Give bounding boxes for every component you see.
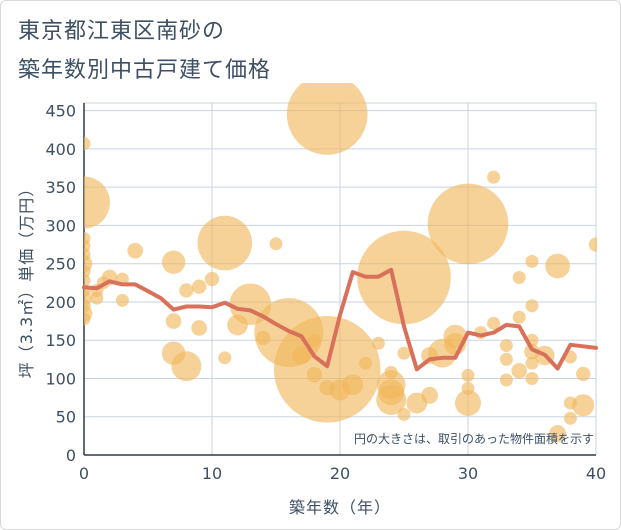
bubble-point <box>397 346 411 360</box>
chart-title: 東京都江東区南砂の 築年数別中古戸建て価格 <box>18 12 271 90</box>
bubble-point <box>499 339 513 353</box>
bubble-point <box>191 320 207 336</box>
x-tick-label: 0 <box>79 464 89 483</box>
bubble-point <box>461 368 475 382</box>
bubble-point <box>499 352 513 366</box>
bubble-point <box>127 242 143 259</box>
y-tick-label: 250 <box>45 255 76 274</box>
bubble-point <box>192 279 207 294</box>
bubble-point <box>161 250 186 274</box>
x-tick-label: 20 <box>330 464 350 483</box>
y-tick-label: 50 <box>56 408 76 427</box>
bubble-point <box>487 170 501 184</box>
bubble-point <box>545 253 570 279</box>
y-tick-label: 450 <box>45 102 76 121</box>
bubble-point <box>563 411 577 425</box>
bubbles <box>84 83 597 443</box>
x-tick-label: 10 <box>202 464 222 483</box>
bubble-point <box>84 274 91 288</box>
bubble-point <box>512 310 526 324</box>
bubble-point <box>549 425 567 443</box>
bubble-point <box>286 83 368 155</box>
title-line-2: 築年数別中古戸建て価格 <box>18 58 272 83</box>
bubble-point <box>572 394 595 417</box>
average-price-line <box>82 267 598 372</box>
bubble-point <box>371 336 385 350</box>
bubble-point <box>171 351 202 382</box>
x-axis-label: 築年数（年） <box>289 498 391 517</box>
title-line-1: 東京都江東区南砂の <box>18 19 226 44</box>
axes: 0 50 100 150 200 250 300 350 400 450 0 10 20 30 40 <box>45 102 606 483</box>
chart-note: 円の大きさは、取引のあった物件面積を示す <box>354 431 594 446</box>
bubble-point <box>499 373 513 387</box>
bubble-point <box>525 254 539 268</box>
y-tick-label: 300 <box>45 216 76 235</box>
bubble-point <box>487 316 501 330</box>
bubble-point <box>90 291 104 305</box>
bubble-point <box>525 356 539 370</box>
bubble-point <box>376 384 407 415</box>
bubble-point <box>588 237 597 252</box>
x-tick-label: 30 <box>458 464 478 483</box>
y-axis-label: 坪（3.3㎡）単価（万円） <box>17 180 36 378</box>
bubble-point <box>357 230 451 325</box>
y-tick-label: 100 <box>45 369 76 388</box>
bubble-point <box>359 356 373 370</box>
y-tick-label: 400 <box>45 140 76 159</box>
bubble-point <box>421 386 439 404</box>
bubble-point <box>511 363 527 379</box>
bubble-point <box>165 313 182 329</box>
y-tick-label: 0 <box>66 446 76 465</box>
bubble-point <box>179 283 194 298</box>
bubble-point <box>84 137 91 151</box>
bubble-point <box>427 183 509 265</box>
bubble-point <box>84 312 91 326</box>
bubble-point <box>576 366 591 382</box>
bubble-point <box>84 176 110 229</box>
y-tick-label: 350 <box>45 178 76 197</box>
bubble-point <box>197 215 253 271</box>
bubble-point <box>269 237 283 251</box>
bubble-point <box>273 315 381 423</box>
bubble-point <box>218 351 232 365</box>
bubble-point <box>342 374 364 395</box>
bubble-point <box>525 371 539 385</box>
bubble-point <box>455 389 481 416</box>
bubble-point <box>525 299 539 313</box>
x-tick-label: 40 <box>586 464 606 483</box>
bubble-point <box>397 407 411 421</box>
y-tick-label: 150 <box>45 331 76 350</box>
bubble-point <box>115 293 129 307</box>
bubble-point <box>512 270 526 284</box>
y-tick-label: 200 <box>45 293 76 312</box>
trend-line-group <box>82 267 598 372</box>
bubble-point <box>204 271 220 287</box>
